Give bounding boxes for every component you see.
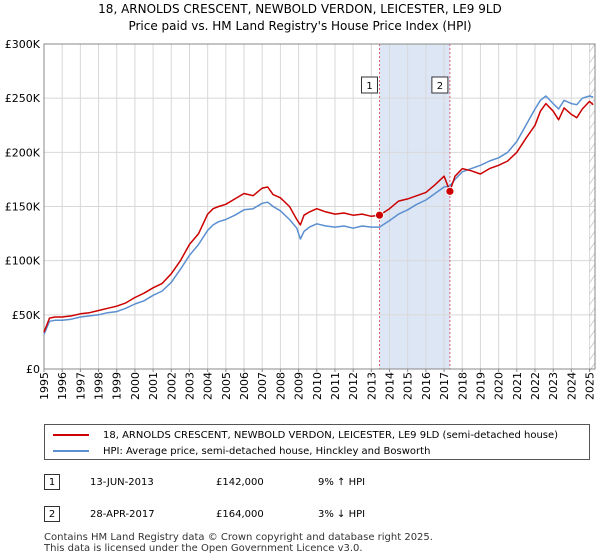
projection-hatch [589,175,596,185]
footer-licence: This data is licensed under the Open Gov… [44,543,363,554]
x-tick-label: 2023 [547,372,560,400]
plot-frame [43,43,596,370]
event-badge-2: 2 [44,506,60,522]
series-price-line [43,100,594,333]
x-tick-label: 2000 [129,372,142,400]
projection-hatch [589,307,596,317]
legend-swatch-hpi [53,450,89,452]
x-tick-label: 2011 [329,372,342,400]
projection-hatch [589,109,596,119]
x-tick-label: 1998 [93,372,106,400]
x-tick-label: 1995 [38,372,51,400]
x-tick-label: 1999 [111,372,124,400]
y-tick-label: £200K [5,146,41,159]
sale-1-point [375,210,384,220]
sale-1-label-box [361,76,379,94]
event-price-1: £142,000 [216,477,264,488]
x-tick-label: 2003 [183,372,196,400]
sale-2-point [445,186,455,196]
x-tick-label: 2006 [238,372,251,400]
projection-hatch [589,230,596,240]
projection-hatch [589,186,596,196]
x-tick-label: 2013 [365,372,378,400]
x-tick-label: 2019 [474,372,487,400]
projection-hatch [589,142,596,152]
legend-label-hpi: HPI: Average price, semi-detached house,… [103,445,431,457]
chart-title-line1: 18, ARNOLDS CRESCENT, NEWBOLD VERDON, LE… [98,2,502,16]
legend-label-price: 18, ARNOLDS CRESCENT, NEWBOLD VERDON, LE… [103,429,559,441]
projection-hatch [589,340,596,350]
x-tick-label: 1996 [56,372,69,400]
x-tick-label: 2012 [347,372,360,400]
projection-hatch [589,274,596,284]
projection-hatch [589,153,596,163]
y-tick-label: £0 [26,363,40,376]
event-date-1: 13-JUN-2013 [90,477,154,488]
y-tick-label: £300K [5,38,41,51]
y-tick-label: £100K [5,255,41,268]
projection-hatch [589,131,596,141]
projection-hatch [589,241,596,251]
x-tick-label: 2009 [293,372,306,400]
sale-2-label-box [431,76,449,94]
projection-hatch [589,65,596,75]
x-tick-label: 2014 [384,372,397,400]
legend-item-hpi: HPI: Average price, semi-detached house,… [53,444,430,458]
projection-hatch [589,362,596,372]
projection-hatch [589,219,596,229]
x-tick-label: 2010 [311,372,324,400]
projection-hatch [589,296,596,306]
y-tick-label: £50K [12,309,41,322]
event-date-2: 28-APR-2017 [90,509,155,520]
y-tick-label: £150K [5,201,41,214]
projection-hatch [589,87,596,97]
projection-hatch [589,208,596,218]
projection-hatch [589,285,596,295]
event-hpi-1: 9% ↑ HPI [318,477,366,488]
sale-1-label: 1 [366,81,372,92]
projection-hatch [589,120,596,130]
sale-2-label: 2 [437,81,443,92]
projection-hatch [589,318,596,328]
projection-hatch [589,43,596,53]
x-tick-label: 2016 [420,372,433,400]
projection-hatch [589,76,596,86]
x-tick-label: 2001 [147,372,160,400]
series-hpi-line [43,95,594,335]
x-tick-label: 2017 [438,372,451,400]
projection-hatch [589,263,596,273]
x-tick-label: 2008 [274,372,287,400]
legend: 18, ARNOLDS CRESCENT, NEWBOLD VERDON, LE… [44,424,590,460]
projection-hatch [589,197,596,207]
x-tick-label: 2018 [456,372,469,400]
chart-title-line2: Price paid vs. HM Land Registry's House … [128,19,472,33]
x-tick-label: 2007 [256,372,269,400]
event-badge-1: 1 [44,474,60,490]
y-tick-label: £250K [5,92,41,105]
x-tick-label: 2025 [584,372,597,400]
event-price-2: £164,000 [216,509,264,520]
legend-swatch-price [53,434,89,436]
footer-copyright: Contains HM Land Registry data © Crown c… [44,532,433,543]
x-tick-label: 2024 [565,372,578,400]
x-tick-label: 2022 [529,372,542,400]
legend-item-price: 18, ARNOLDS CRESCENT, NEWBOLD VERDON, LE… [53,428,558,442]
x-tick-label: 2021 [511,372,524,400]
x-tick-label: 2020 [493,372,506,400]
line-chart: 1 2 £0 £50K £100K £150K £200K £250K £300K 1995 199… [5,38,597,400]
projection-hatch [589,329,596,339]
x-tick-label: 2002 [165,372,178,400]
x-tick-label: 2004 [202,372,215,400]
projection-hatch [589,351,596,361]
event-hpi-2: 3% ↓ HPI [318,509,366,520]
projection-hatch [589,164,596,174]
x-tick-label: 1997 [74,372,87,400]
projection-hatch [589,54,596,64]
projection-hatch [589,252,596,262]
x-tick-label: 2005 [220,372,233,400]
x-tick-label: 2015 [402,372,415,400]
